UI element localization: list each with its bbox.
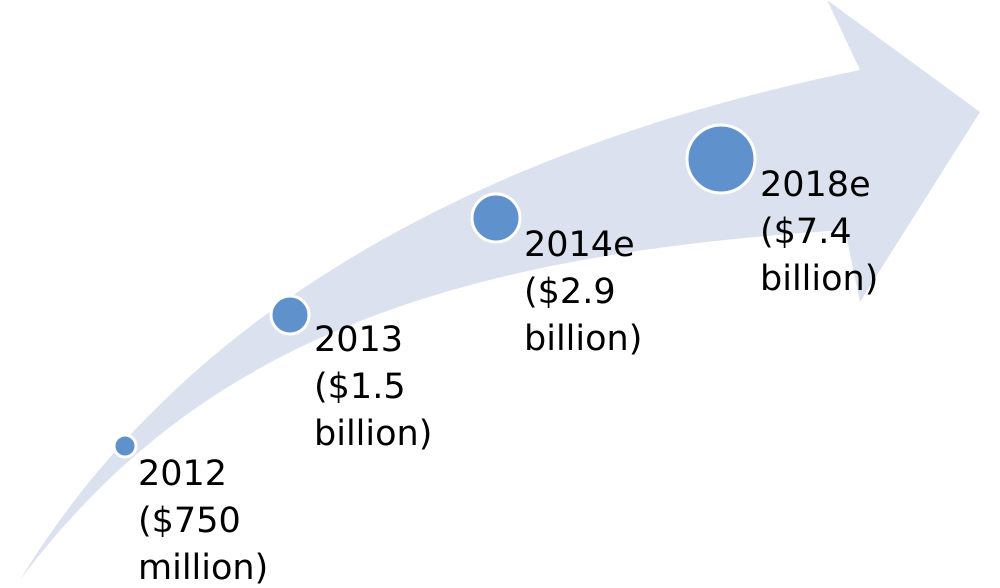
milestone-amount: ($2.9 bbox=[524, 272, 616, 312]
milestone-unit: billion) bbox=[524, 319, 643, 359]
milestone-label-2013: 2013 ($1.5 billion) bbox=[314, 317, 432, 458]
milestone-unit: million) bbox=[138, 548, 269, 588]
milestone-marker-2012 bbox=[112, 433, 138, 459]
milestone-marker-2018 bbox=[685, 123, 757, 195]
milestone-amount: ($7.4 bbox=[760, 212, 852, 252]
milestone-amount: ($750 bbox=[138, 501, 241, 541]
milestone-marker-2013 bbox=[269, 294, 311, 336]
milestone-marker-2014 bbox=[470, 192, 522, 244]
milestone-unit: billion) bbox=[760, 259, 879, 299]
milestone-label-2014: 2014e ($2.9 billion) bbox=[524, 222, 642, 363]
milestone-label-2012: 2012 ($750 million) bbox=[138, 451, 268, 588]
milestone-year: 2013 bbox=[314, 320, 404, 360]
milestone-year: 2014e bbox=[524, 225, 635, 265]
milestone-label-2018: 2018e ($7.4 billion) bbox=[760, 162, 878, 303]
milestone-year: 2012 bbox=[138, 454, 228, 494]
milestone-year: 2018e bbox=[760, 165, 871, 205]
milestone-unit: billion) bbox=[314, 414, 433, 454]
milestone-amount: ($1.5 bbox=[314, 367, 406, 407]
